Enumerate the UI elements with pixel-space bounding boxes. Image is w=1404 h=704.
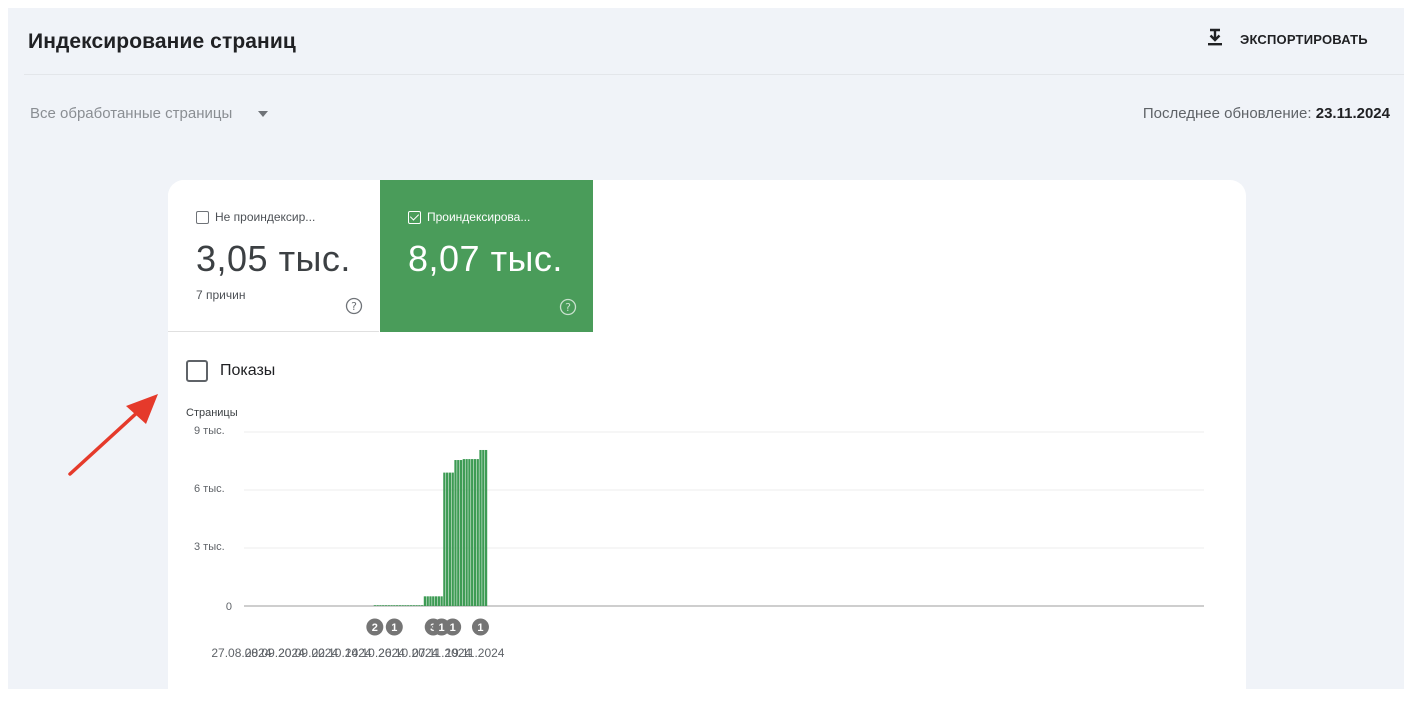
help-icon[interactable]: ? bbox=[559, 298, 577, 316]
export-button[interactable]: ЭКСПОРТИРОВАТЬ bbox=[1204, 25, 1368, 53]
chart-bar bbox=[379, 605, 382, 606]
tile-indexed-value: 8,07 тыс. bbox=[408, 238, 563, 279]
chart-bar bbox=[395, 605, 399, 606]
impressions-label: Показы bbox=[220, 362, 276, 379]
x-tick-label: 27.08.2024 bbox=[211, 646, 271, 660]
x-tick-label: 08.09.2024 bbox=[245, 646, 305, 660]
chart-bar bbox=[401, 605, 404, 606]
y-tick-label: 6 тыс. bbox=[194, 483, 225, 495]
last-update-date: 23.11.2024 bbox=[1315, 105, 1390, 122]
tile-not-indexed-header: Не проиндексир... bbox=[196, 210, 315, 224]
chart-bar bbox=[457, 460, 460, 606]
svg-text:?: ? bbox=[351, 300, 357, 313]
chart-bar bbox=[482, 449, 485, 606]
chart-bar bbox=[418, 605, 421, 606]
tile-not-indexed-value: 3,05 тыс. bbox=[196, 238, 351, 279]
last-update-label: Последнее обновление: bbox=[1142, 105, 1316, 122]
chart-bar bbox=[443, 472, 446, 606]
indexed-checkbox[interactable] bbox=[408, 210, 421, 224]
annotation-label: 2 bbox=[372, 622, 378, 634]
tile-indexed-header: Проиндексирова... bbox=[408, 210, 530, 224]
chart-bar bbox=[446, 472, 449, 606]
indexed-pages-chart: Страницы 0 3 тыс. 6 тыс. 9 тыс. 27.08.202408.… bbox=[186, 407, 1204, 660]
page-title: Индексирование страниц bbox=[28, 30, 296, 53]
download-icon bbox=[1204, 26, 1226, 53]
x-tick-label: 02.10.2024 bbox=[311, 646, 371, 660]
tile-not-indexed-reasons: 7 причин bbox=[196, 288, 246, 302]
chart-bar bbox=[451, 472, 454, 606]
chart-bar bbox=[415, 605, 418, 606]
chart-bar bbox=[407, 605, 410, 606]
x-tick-label: 20.09.2024 bbox=[278, 646, 338, 660]
annotation-label: 1 bbox=[438, 622, 444, 634]
chart-bar bbox=[421, 605, 424, 606]
tile-not-indexed[interactable]: Не проиндексир... 3,05 тыс. 7 причин ? bbox=[168, 180, 379, 332]
chart-bar bbox=[462, 459, 465, 606]
annotation-marker bbox=[471, 618, 489, 636]
export-label: ЭКСПОРТИРОВАТЬ bbox=[1240, 31, 1368, 47]
chart-bar bbox=[393, 605, 396, 606]
chart-bar bbox=[423, 596, 427, 606]
annotation-marker bbox=[385, 618, 403, 636]
red-arrow-annotation bbox=[68, 394, 158, 476]
svg-text:?: ? bbox=[565, 301, 571, 314]
y-tick-label: 9 тыс. bbox=[194, 425, 225, 437]
tile-not-indexed-label: Не проиндексир... bbox=[215, 210, 316, 224]
chart-bar bbox=[473, 459, 477, 606]
annotation-label: 1 bbox=[391, 622, 397, 634]
chart-bar bbox=[426, 596, 429, 606]
annotation-marker bbox=[444, 618, 462, 636]
not-indexed-checkbox[interactable] bbox=[196, 210, 209, 224]
chart-bar bbox=[384, 605, 388, 606]
x-tick-label: 14.10.2024 bbox=[345, 646, 405, 660]
chart-bar bbox=[434, 596, 438, 606]
chart-bar bbox=[471, 459, 474, 606]
chart-bar bbox=[387, 605, 390, 606]
y-tick-label: 0 bbox=[226, 601, 232, 613]
chart-bar bbox=[412, 605, 415, 606]
annotation-label: 1 bbox=[450, 622, 456, 634]
y-axis-title: Страницы bbox=[186, 407, 238, 419]
impressions-checkbox[interactable] bbox=[186, 360, 208, 382]
y-tick-label: 3 тыс. bbox=[194, 541, 225, 553]
chart-bar bbox=[484, 449, 488, 606]
chart-bar bbox=[476, 459, 479, 606]
annotation-label: 1 bbox=[477, 622, 483, 634]
impressions-toggle[interactable]: Показы bbox=[186, 360, 275, 382]
x-tick-label: 26.10.2024 bbox=[378, 646, 438, 660]
chart-bar bbox=[432, 596, 435, 606]
chart-bar bbox=[465, 459, 468, 606]
chevron-down-icon bbox=[258, 110, 269, 117]
chart-bar bbox=[404, 605, 407, 606]
chart-bar bbox=[459, 460, 463, 606]
help-icon[interactable]: ? bbox=[345, 297, 363, 315]
chart-bar bbox=[373, 605, 377, 606]
chart-bar bbox=[382, 605, 385, 606]
filter-selected-value: Все обработанные страницы bbox=[30, 105, 233, 122]
chart-bar bbox=[390, 605, 393, 606]
chart-bar bbox=[440, 596, 443, 606]
chart-bar bbox=[479, 449, 482, 606]
x-tick-label: 07.11.2024 bbox=[412, 646, 471, 660]
chart-bar bbox=[409, 605, 413, 606]
chart-bar bbox=[376, 605, 379, 606]
indexing-report-panel: Индексирование страниц ЭКСПОРТИРОВАТЬ Вс… bbox=[8, 8, 1404, 689]
chart-bar bbox=[454, 460, 457, 606]
indexing-card: Не проиндексир... 3,05 тыс. 7 причин ? П… bbox=[168, 180, 1246, 689]
pages-filter-dropdown[interactable]: Все обработанные страницы bbox=[30, 105, 269, 122]
chart-bar bbox=[437, 596, 440, 606]
x-tick-label: 19.11.2024 bbox=[445, 646, 504, 660]
tile-indexed-label: Проиндексирова... bbox=[427, 210, 531, 224]
last-update: Последнее обновление: 23.11.2024 bbox=[1143, 105, 1390, 122]
header-divider bbox=[24, 74, 1404, 75]
chart-bar bbox=[448, 472, 452, 606]
tile-indexed[interactable]: Проиндексирова... 8,07 тыс. ? bbox=[380, 180, 593, 332]
chart-bar bbox=[398, 605, 402, 606]
chart-bar bbox=[468, 459, 471, 606]
chart-bar bbox=[429, 596, 432, 606]
annotation-marker bbox=[366, 618, 384, 636]
